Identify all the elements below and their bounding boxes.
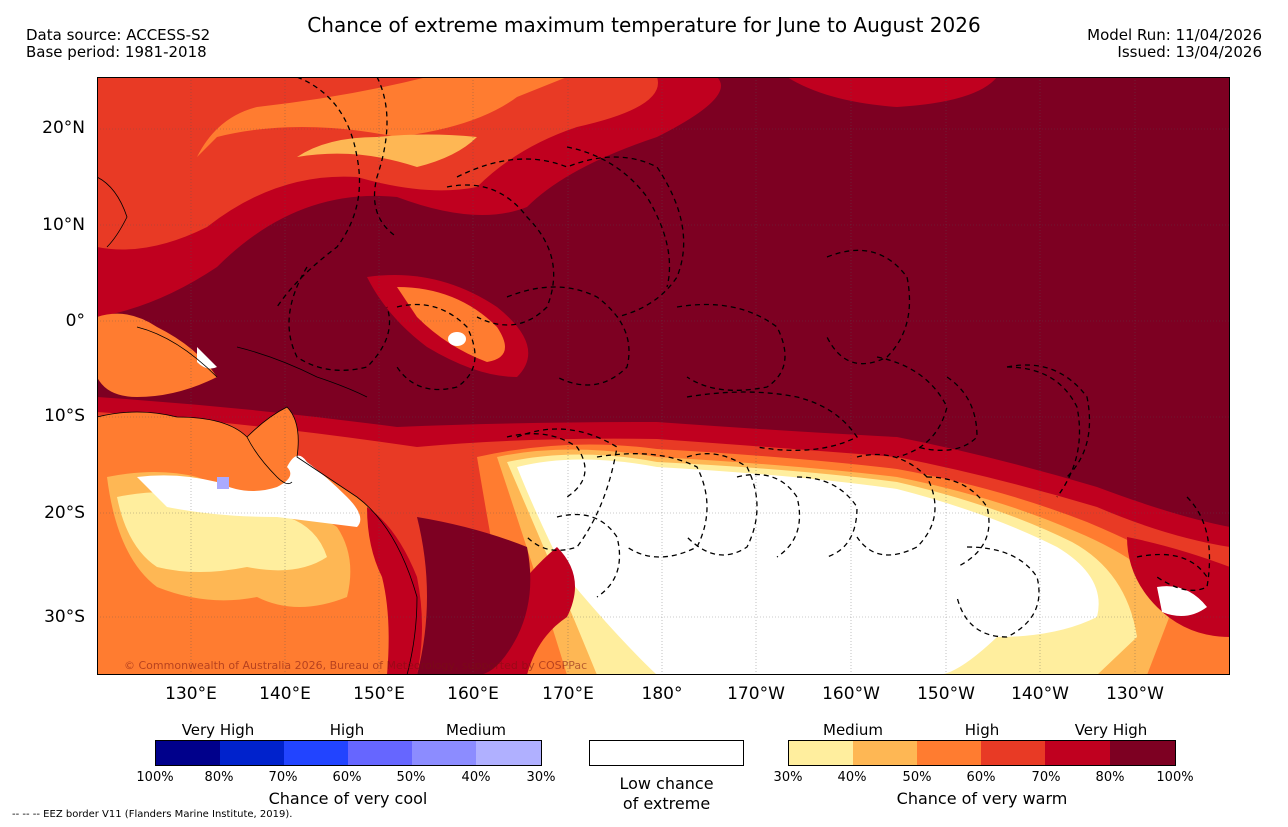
graticule	[97, 77, 1230, 675]
cool-tick: 70%	[268, 770, 298, 785]
cool-bin-80-70	[220, 741, 284, 765]
eez-footnote: -- -- -- EEZ border V11 (Flanders Marine…	[12, 809, 293, 820]
indonesia-orange	[97, 313, 217, 397]
cool-high-label: High	[329, 721, 365, 739]
cool-bin-70-60	[284, 741, 348, 765]
map-frame	[97, 77, 1230, 675]
cool-spot	[217, 477, 229, 489]
lat-label-20n: 20°N	[42, 118, 85, 138]
low-chance-region	[517, 459, 1099, 675]
run-info: Model Run: 11/04/2026 Issued: 13/04/2026	[1087, 27, 1262, 61]
cool-tick: 30%	[526, 770, 556, 785]
warm-bin-60-70	[981, 741, 1045, 765]
warm-very-high-label: Very High	[1074, 721, 1148, 739]
top-right-red	[787, 77, 997, 107]
lat-label-0: 0°	[65, 311, 85, 331]
warm-bin-30-40	[789, 741, 853, 765]
warm-bin-50-60	[917, 741, 981, 765]
warm-high-label: High	[964, 721, 1000, 739]
source-info: Data source: ACCESS-S2 Base period: 1981…	[26, 27, 210, 61]
cool-legend-title: Chance of very cool	[268, 789, 428, 808]
cool-bin-100-80	[156, 741, 220, 765]
issued-date: Issued: 13/04/2026	[1117, 43, 1262, 61]
low-chance-swatch	[589, 740, 744, 766]
australia-pale	[117, 492, 327, 572]
warm-tick: 30%	[773, 770, 803, 785]
lon-label-140w: 140°W	[1011, 684, 1069, 704]
lon-label-170e: 170°E	[542, 684, 594, 704]
cool-bin-40-30	[476, 741, 541, 765]
low-chance-line2: of extreme	[622, 794, 711, 813]
cool-bin-50-40	[412, 741, 476, 765]
cool-tick: 40%	[461, 770, 491, 785]
cool-tick: 80%	[204, 770, 234, 785]
warm-bin-70-80	[1045, 741, 1110, 765]
cool-tick: 50%	[396, 770, 426, 785]
model-run: Model Run: 11/04/2026	[1087, 26, 1262, 44]
cool-tick: 60%	[332, 770, 362, 785]
cool-very-high-label: Very High	[181, 721, 255, 739]
warm-tick: 80%	[1095, 770, 1125, 785]
base-period: Base period: 1981-2018	[26, 43, 207, 61]
australia-east-red	[367, 507, 422, 675]
equator-low-spot	[448, 332, 466, 346]
warm-tick: 70%	[1031, 770, 1061, 785]
cool-tick: 100%	[136, 770, 174, 785]
warm-bin-40-50	[853, 741, 917, 765]
far-right-red	[1127, 537, 1230, 637]
warm-legend-title: Chance of very warm	[896, 789, 1068, 808]
warm-tick: 60%	[966, 770, 996, 785]
lon-label-150e: 150°E	[353, 684, 405, 704]
warm-colorbar	[788, 740, 1176, 766]
coastlines	[97, 176, 418, 675]
low-chance-label: Low chance of extreme	[589, 774, 744, 814]
far-right-white	[1157, 586, 1207, 616]
warm-tick: 100%	[1156, 770, 1194, 785]
cool-bin-60-50	[348, 741, 412, 765]
lon-label-160e: 160°E	[447, 684, 499, 704]
lon-label-180: 180°	[641, 684, 683, 704]
lon-label-150w: 150°W	[917, 684, 975, 704]
lon-label-160w: 160°W	[822, 684, 880, 704]
warm-bin-80-100	[1110, 741, 1175, 765]
low-chance-line1: Low chance	[619, 774, 714, 793]
warm-medium-label: Medium	[823, 721, 883, 739]
lat-label-10n: 10°N	[42, 215, 85, 235]
warm-tick: 40%	[837, 770, 867, 785]
lat-label-20s: 20°S	[44, 503, 85, 523]
data-source: Data source: ACCESS-S2	[26, 26, 211, 44]
tasman-red	[417, 517, 531, 675]
cool-colorbar	[155, 740, 542, 766]
north-lightorange-band	[197, 77, 567, 157]
lon-label-130w: 130°W	[1106, 684, 1164, 704]
eez-borders	[276, 77, 1211, 638]
lat-label-30s: 30°S	[44, 607, 85, 627]
north-yellow-patch	[297, 134, 477, 167]
lon-label-140e: 140°E	[259, 684, 311, 704]
australia-low	[137, 455, 361, 527]
equator-orange-tongue	[397, 287, 505, 362]
map-title: Chance of extreme maximum temperature fo…	[307, 13, 981, 37]
lat-label-10s: 10°S	[44, 406, 85, 426]
copyright-notice: © Commonwealth of Australia 2026, Bureau…	[124, 659, 587, 672]
warm-tick: 50%	[902, 770, 932, 785]
cool-medium-label: Medium	[446, 721, 506, 739]
forecast-map: © Commonwealth of Australia 2026, Bureau…	[97, 77, 1230, 675]
lon-label-130e: 130°E	[165, 684, 217, 704]
lon-label-170w: 170°W	[727, 684, 785, 704]
